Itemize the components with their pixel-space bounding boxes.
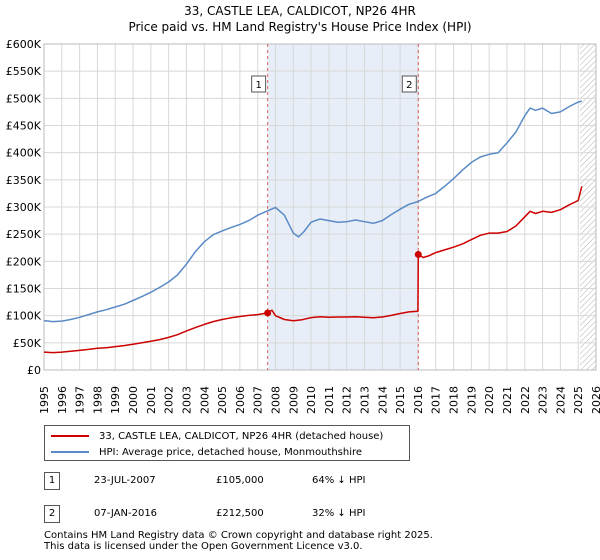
footer-licence: This data is licensed under the Open Gov… <box>44 541 363 552</box>
x-tick-label: 2022 <box>519 386 532 414</box>
sale-point <box>264 309 272 317</box>
x-tick-label: 2004 <box>198 386 211 414</box>
sale-marker-box <box>251 75 267 93</box>
plot-border <box>43 43 597 371</box>
x-tick-label: 2014 <box>376 386 389 414</box>
y-tick-label: £50K <box>13 337 42 350</box>
x-tick-label: 2001 <box>145 386 158 414</box>
x-tick-label: 2000 <box>127 386 140 414</box>
x-tick-label: 2009 <box>287 386 300 414</box>
sale-hpi-diff: 32% ↓ HPI <box>312 508 366 519</box>
chart-legend: 33, CASTLE LEA, CALDICOT, NP26 4HR (deta… <box>44 425 410 461</box>
sale-price: £212,500 <box>216 508 264 519</box>
x-tick-label: 2013 <box>359 386 372 414</box>
x-tick-label: 2024 <box>554 386 567 414</box>
x-tick-label: 2017 <box>430 386 443 414</box>
sale-price: £105,000 <box>216 475 264 486</box>
x-tick-label: 2016 <box>412 386 425 414</box>
property-price-line <box>43 186 583 354</box>
y-tick-label: £450K <box>6 120 42 133</box>
y-tick-label: £600K <box>6 38 42 51</box>
x-tick-label: 2026 <box>590 386 600 414</box>
x-tick-label: 2011 <box>323 386 336 414</box>
chart-title-line2: Price paid vs. HM Land Registry's House … <box>128 20 471 34</box>
x-tick-label: 2021 <box>501 386 514 414</box>
sale-number-badge: 2 <box>44 505 60 523</box>
x-tick-label: 2018 <box>448 386 461 414</box>
legend-label-hpi: HPI: Average price, detached house, Monm… <box>99 446 363 458</box>
chart-title-line1: 33, CASTLE LEA, CALDICOT, NP26 4HR <box>184 4 416 18</box>
sale-hpi-diff: 64% ↓ HPI <box>312 475 366 486</box>
legend-swatch-property <box>51 435 89 437</box>
sale-date: 23-JUL-2007 <box>94 475 156 486</box>
x-tick-label: 1998 <box>91 386 104 414</box>
legend-label-property: 33, CASTLE LEA, CALDICOT, NP26 4HR (deta… <box>99 430 384 442</box>
x-tick-label: 2010 <box>305 386 318 414</box>
x-tick-label: 1997 <box>74 386 87 414</box>
sale-marker-number: 2 <box>406 80 412 91</box>
y-tick-label: £400K <box>6 147 42 160</box>
legend-item-property: 33, CASTLE LEA, CALDICOT, NP26 4HR (deta… <box>51 428 383 444</box>
y-tick-label: £350K <box>6 174 42 187</box>
x-tick-label: 2005 <box>216 386 229 414</box>
y-tick-label: £550K <box>6 65 42 78</box>
sale-row: 2 07-JAN-2016 £212,500 32% ↓ HPI <box>44 505 564 525</box>
x-tick-label: 2008 <box>269 386 282 414</box>
price-chart: 33, CASTLE LEA, CALDICOT, NP26 4HR Price … <box>6 4 600 414</box>
x-tick-label: 2003 <box>180 386 193 414</box>
x-tick-label: 1999 <box>109 386 122 414</box>
x-tick-label: 2015 <box>394 386 407 414</box>
footer-copyright: Contains HM Land Registry data © Crown c… <box>44 530 433 541</box>
x-tick-label: 1996 <box>56 386 69 414</box>
x-tick-label: 2019 <box>465 386 478 414</box>
y-tick-label: £500K <box>6 92 42 105</box>
footer-attribution: Contains HM Land Registry data © Crown c… <box>44 530 433 552</box>
sale-marker-box <box>401 75 417 93</box>
x-tick-label: 2007 <box>252 386 265 414</box>
x-tick-label: 2023 <box>537 386 550 414</box>
sale-number-badge: 1 <box>44 472 60 490</box>
y-tick-label: £150K <box>6 283 42 296</box>
y-tick-label: £100K <box>6 310 42 323</box>
x-tick-label: 1995 <box>38 386 51 414</box>
x-tick-label: 2012 <box>341 386 354 414</box>
y-tick-label: £200K <box>6 255 42 268</box>
x-tick-label: 2006 <box>234 386 247 414</box>
y-tick-label: £250K <box>6 228 42 241</box>
legend-item-hpi: HPI: Average price, detached house, Monm… <box>51 444 362 460</box>
sale-date: 07-JAN-2016 <box>94 508 158 519</box>
x-tick-label: 2025 <box>572 386 585 414</box>
sale-marker-number: 1 <box>255 80 261 91</box>
x-tick-label: 2002 <box>163 386 176 414</box>
x-tick-label: 2020 <box>483 386 496 414</box>
sale-point <box>414 251 422 259</box>
y-tick-label: £0 <box>27 364 41 377</box>
sale-row: 1 23-JUL-2007 £105,000 64% ↓ HPI <box>44 472 564 492</box>
legend-swatch-hpi <box>51 451 89 453</box>
y-tick-label: £300K <box>6 201 42 214</box>
hpi-line <box>43 100 583 323</box>
